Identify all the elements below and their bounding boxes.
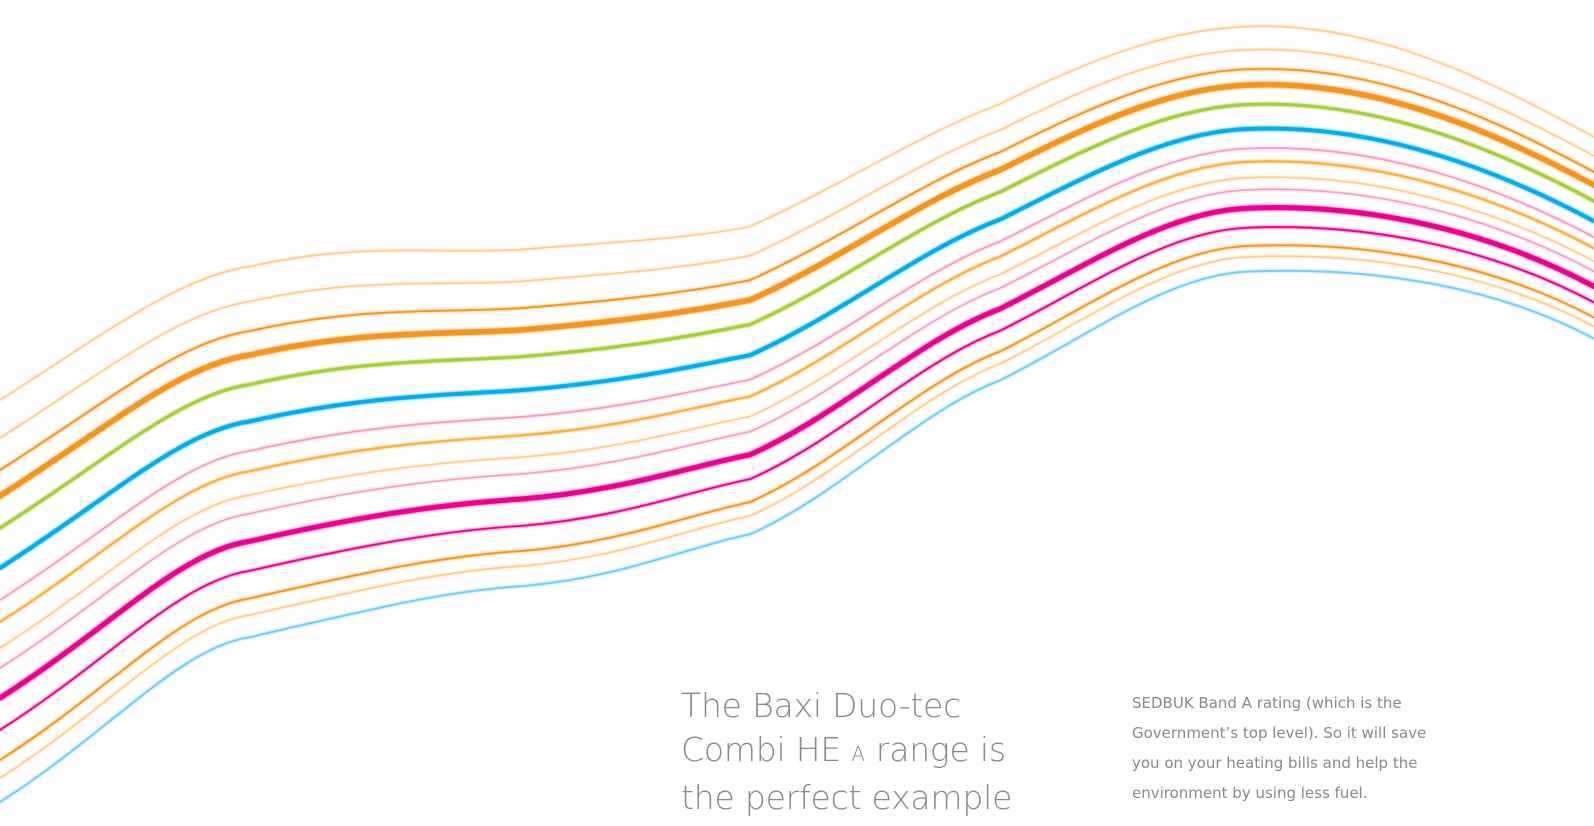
wave-line-light-orange bbox=[0, 48, 1594, 439]
body-copy-line-2: Government’s top level). So it will save bbox=[1132, 724, 1427, 742]
headline-line-1: The Baxi Duo-tec bbox=[681, 686, 962, 725]
wave-line-lime bbox=[0, 102, 1594, 530]
headline: The Baxi Duo-tec Combi HE A range is the… bbox=[681, 684, 1021, 820]
wave-line-light-orange bbox=[0, 176, 1594, 649]
body-copy-line-1: SEDBUK Band A rating (which is the bbox=[1132, 694, 1402, 712]
wave-line-orange bbox=[0, 81, 1594, 499]
wave-line-light-orange bbox=[0, 25, 1594, 401]
headline-line-3: the perfect example bbox=[681, 778, 1013, 817]
wave-lines bbox=[0, 25, 1594, 803]
wave-line-orange bbox=[0, 244, 1594, 761]
wave-line-pink bbox=[0, 188, 1594, 669]
body-copy-line-3: you on your heating bills and help the bbox=[1132, 754, 1418, 772]
wave-line-amber bbox=[0, 160, 1594, 624]
wave-line-magenta bbox=[0, 205, 1594, 701]
wave-line-orange bbox=[0, 67, 1594, 471]
wave-line-sky bbox=[0, 269, 1594, 803]
body-copy: SEDBUK Band A rating (which is the Gover… bbox=[1132, 688, 1492, 808]
wave-line-magenta bbox=[0, 226, 1594, 731]
headline-line-2-start: Combi HE bbox=[681, 730, 852, 769]
headline-line-2-end: range is bbox=[865, 730, 1006, 769]
body-copy-line-4: environment by using less fuel. bbox=[1132, 784, 1368, 802]
headline-rating-letter: A bbox=[851, 742, 866, 766]
wave-line-light-orange bbox=[0, 255, 1594, 779]
wave-line-blue bbox=[0, 126, 1594, 570]
wave-line-pink bbox=[0, 147, 1594, 601]
